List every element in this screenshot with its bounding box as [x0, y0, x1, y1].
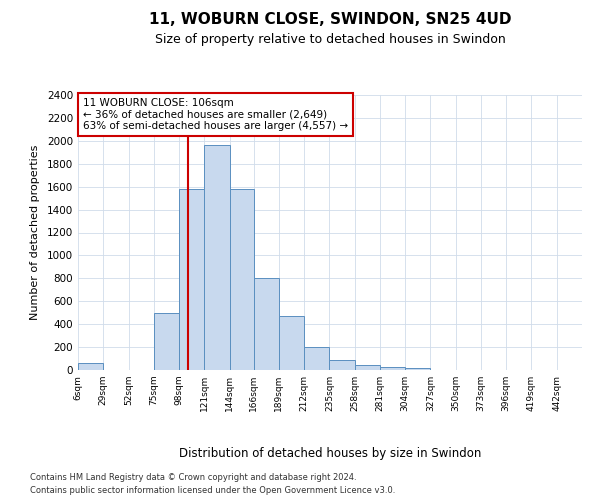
Text: Contains HM Land Registry data © Crown copyright and database right 2024.: Contains HM Land Registry data © Crown c…	[30, 472, 356, 482]
Bar	[405, 368, 430, 370]
Bar	[329, 360, 355, 370]
Bar	[230, 189, 254, 370]
Text: Contains public sector information licensed under the Open Government Licence v3: Contains public sector information licen…	[30, 486, 395, 495]
Bar	[380, 367, 405, 370]
Text: Size of property relative to detached houses in Swindon: Size of property relative to detached ho…	[155, 32, 505, 46]
Bar	[355, 365, 380, 370]
Bar	[304, 347, 329, 370]
Text: Distribution of detached houses by size in Swindon: Distribution of detached houses by size …	[179, 448, 481, 460]
Bar	[154, 312, 179, 370]
Bar	[78, 363, 103, 370]
Bar	[179, 189, 204, 370]
Bar	[279, 316, 304, 370]
Y-axis label: Number of detached properties: Number of detached properties	[30, 145, 40, 320]
Bar	[254, 278, 279, 370]
Text: 11 WOBURN CLOSE: 106sqm
← 36% of detached houses are smaller (2,649)
63% of semi: 11 WOBURN CLOSE: 106sqm ← 36% of detache…	[83, 98, 348, 131]
Bar	[204, 146, 230, 370]
Text: 11, WOBURN CLOSE, SWINDON, SN25 4UD: 11, WOBURN CLOSE, SWINDON, SN25 4UD	[149, 12, 511, 28]
